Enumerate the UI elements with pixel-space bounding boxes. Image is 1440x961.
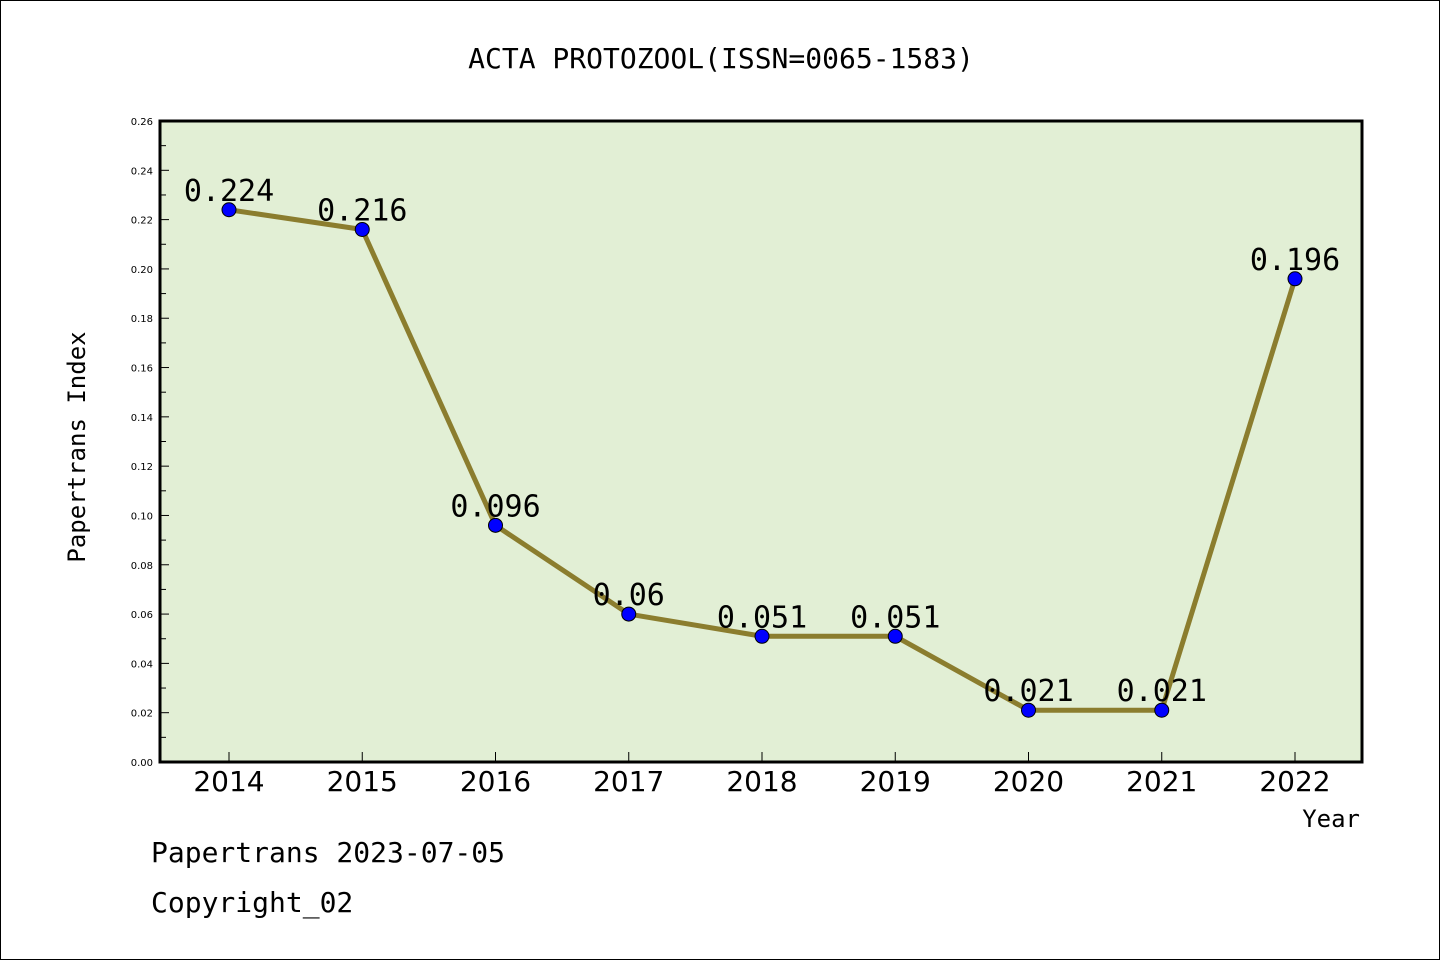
data-label: 0.021 — [983, 674, 1073, 709]
x-tick-label: 2014 — [193, 765, 264, 798]
data-label: 0.051 — [850, 600, 940, 635]
data-point — [1287, 271, 1303, 287]
data-label: 0.051 — [717, 600, 807, 635]
data-point — [221, 202, 237, 218]
data-point — [887, 628, 903, 644]
data-label: 0.06 — [593, 578, 665, 613]
data-point — [754, 628, 770, 644]
data-label: 0.096 — [450, 489, 540, 524]
chart-title: ACTA PROTOZOOL(ISSN=0065-1583) — [468, 42, 974, 75]
y-tick-label: 0.08 — [131, 561, 153, 572]
footer-copyright-line: Copyright_02 — [151, 886, 354, 919]
y-tick-label: 0.10 — [131, 511, 153, 522]
x-tick-label: 2016 — [460, 765, 531, 798]
data-markers — [221, 202, 1303, 718]
y-tick-label: 0.20 — [131, 265, 153, 276]
data-label: 0.216 — [317, 193, 407, 228]
plot-border — [158, 119, 1364, 764]
x-tick-label: 2017 — [593, 765, 664, 798]
data-label: 0.224 — [184, 174, 274, 209]
x-tick-label: 2020 — [993, 765, 1064, 798]
x-tick-label: 2021 — [1126, 765, 1197, 798]
y-tick-label: 0.24 — [131, 166, 153, 177]
x-axis-label: Year — [1302, 805, 1360, 833]
x-tick-label: 2019 — [860, 765, 931, 798]
data-point — [488, 517, 503, 533]
y-tick-label: 0.14 — [131, 413, 153, 424]
data-point — [354, 221, 370, 237]
data-point — [1154, 702, 1170, 718]
y-tick-label: 0.00 — [131, 758, 153, 769]
y-tick-label: 0.04 — [131, 659, 153, 670]
data-labels: 0.224 0.216 0.096 0.06 0.051 0.051 0.021 0.021 0… — [184, 174, 1340, 709]
y-tick-label: 0.26 — [131, 117, 153, 128]
y-tick-label: 0.22 — [131, 216, 153, 227]
y-tick-label: 0.02 — [131, 709, 153, 720]
y-axis-label: Papertrans Index — [63, 331, 91, 562]
footer-date-line: Papertrans 2023-07-05 — [151, 836, 506, 869]
data-point — [1021, 702, 1036, 718]
x-tick-label: 2022 — [1259, 765, 1330, 798]
data-label: 0.196 — [1250, 243, 1340, 278]
data-point — [621, 606, 637, 622]
y-tick-label: 0.06 — [131, 610, 153, 621]
x-tick-label: 2018 — [726, 765, 797, 798]
y-tick-label: 0.12 — [131, 462, 153, 473]
y-tick-label: 0.16 — [131, 364, 153, 375]
y-tick-label: 0.18 — [131, 314, 153, 325]
data-label: 0.021 — [1117, 674, 1207, 709]
x-tick-label: 2015 — [327, 765, 398, 798]
x-axis: 2014 2015 2016 2017 2018 2019 2020 2021 2022 — [193, 752, 1331, 798]
